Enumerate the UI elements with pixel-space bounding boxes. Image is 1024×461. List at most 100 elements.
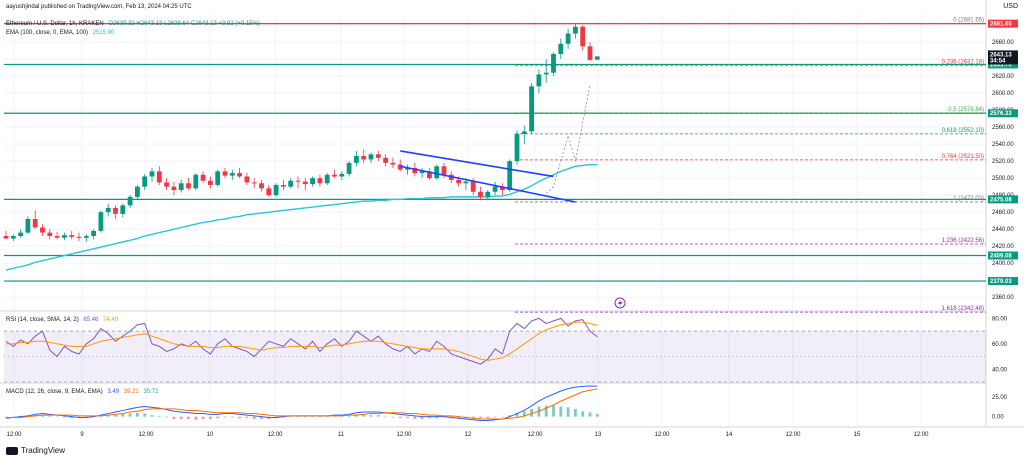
candle-8 (62, 232, 67, 241)
macd-line-1 (6, 388, 598, 420)
candle-body-51 (375, 154, 381, 158)
lightning-icon[interactable] (614, 297, 626, 309)
candle-body-64 (470, 181, 476, 192)
candle-body-18 (135, 186, 140, 197)
candle-59 (434, 164, 440, 180)
candle-1 (10, 234, 16, 242)
candle-body-74 (543, 72, 549, 75)
macd-hist-21 (157, 415, 161, 417)
macd-hist-42 (311, 416, 314, 418)
tradingview-footer[interactable]: TradingView (6, 446, 65, 455)
price-tick-0: 2360.00 (992, 295, 1014, 301)
time-tick-4: 12:00 (267, 432, 283, 438)
candle-40 (295, 176, 301, 189)
candle-body-23 (171, 186, 177, 191)
candle-49 (361, 149, 367, 163)
macd-hist-78 (574, 408, 577, 417)
candle-body-9 (69, 235, 75, 237)
rsi-band (4, 330, 986, 383)
candle-body-48 (354, 156, 359, 163)
candle-71 (521, 125, 527, 145)
macd-hist-40 (296, 416, 300, 418)
candle-32 (237, 167, 242, 179)
candle-14 (105, 203, 111, 217)
candle-body-57 (419, 171, 425, 174)
macd-hist-57 (420, 416, 424, 419)
level-badge-text-4: 2409.08 (990, 253, 1012, 259)
level-badge-0 (988, 19, 1018, 28)
macd-value: 3.49 (107, 389, 120, 395)
macd-hist-16 (121, 413, 125, 417)
candle-body-28 (208, 180, 213, 185)
candle-2 (18, 229, 23, 238)
candle-body-45 (332, 174, 337, 177)
candle-79 (580, 25, 586, 51)
macd-hist-31 (230, 416, 234, 418)
candle-26 (193, 173, 199, 191)
macd-hist-75 (552, 405, 555, 417)
macd-hist-51 (376, 415, 380, 417)
macd-hist-70 (515, 412, 519, 417)
macd-hist-7 (55, 416, 59, 418)
candle-18 (135, 184, 140, 201)
candle-body-5 (40, 227, 45, 233)
candle-body-44 (324, 174, 330, 184)
currency-label: USD (1003, 3, 1018, 10)
macd-hist-30 (223, 416, 227, 418)
rsi-line-1 (6, 321, 598, 361)
candle-68 (500, 183, 505, 196)
candle-body-13 (98, 212, 104, 231)
candle-28 (208, 176, 213, 189)
candle-body-34 (251, 182, 257, 184)
candle-body-26 (193, 174, 199, 189)
candle-48 (354, 150, 359, 167)
macd-hist-56 (413, 416, 417, 419)
price-tick-2: 2400.00 (992, 261, 1014, 267)
candle-69 (507, 159, 513, 192)
fib-label-4: 0.764 (2521.50) (942, 154, 984, 160)
macd-hist-49 (362, 414, 366, 417)
candle-70 (514, 130, 520, 165)
fib-label-2: 0.5 (2576.84) (948, 107, 984, 113)
time-tick-3: 10 (207, 432, 214, 438)
rsi-tick-0: 40.00 (992, 367, 1008, 373)
macd-hist-5 (41, 415, 44, 417)
candle-51 (375, 150, 381, 162)
candle-54 (397, 159, 403, 172)
macd-hist-53 (391, 416, 395, 418)
macd-hist-64 (471, 416, 475, 419)
level-badge-text-3: 2475.08 (990, 197, 1012, 203)
level-badge-1 (988, 60, 1018, 69)
candle-38 (281, 179, 286, 191)
candle-81 (594, 56, 600, 61)
price-axis[interactable]: 2360.002380.002400.002420.002440.002460.… (992, 23, 1014, 421)
candle-47 (346, 161, 352, 177)
candle-body-25 (186, 183, 191, 189)
candle-body-40 (295, 180, 301, 182)
macd-signal-value: 39.21 (123, 389, 139, 395)
candle-body-10 (76, 236, 82, 238)
price-tick-15: 2660.00 (992, 40, 1014, 46)
candle-body-77 (565, 33, 571, 44)
candle-body-75 (551, 53, 556, 73)
macd-hist-54 (398, 416, 402, 419)
time-tick-8: 12:00 (527, 432, 543, 438)
candle-body-66 (485, 191, 491, 197)
rsi-pane (5, 317, 598, 365)
candle-body-24 (178, 183, 184, 191)
candle-39 (288, 178, 294, 189)
macd-hist-50 (369, 415, 373, 417)
candle-29 (215, 169, 221, 187)
rsi-ma-value: 74.49 (103, 317, 119, 323)
macd-hist-58 (428, 416, 431, 419)
rsi-tick-1: 60.00 (992, 342, 1008, 348)
candle-27 (200, 171, 206, 184)
candle-body-38 (281, 184, 286, 187)
macd-tick-1: 25.00 (992, 395, 1008, 401)
candle-35 (259, 179, 264, 192)
time-axis[interactable]: 12:00 9 12:00 10 12:00 11 12:00 12 12:00 13 12:00 1… (6, 432, 929, 438)
fib-label-3: 0.618 (2552.10) (942, 128, 984, 134)
time-tick-0: 12:00 (6, 432, 22, 438)
candle-15 (113, 205, 118, 219)
